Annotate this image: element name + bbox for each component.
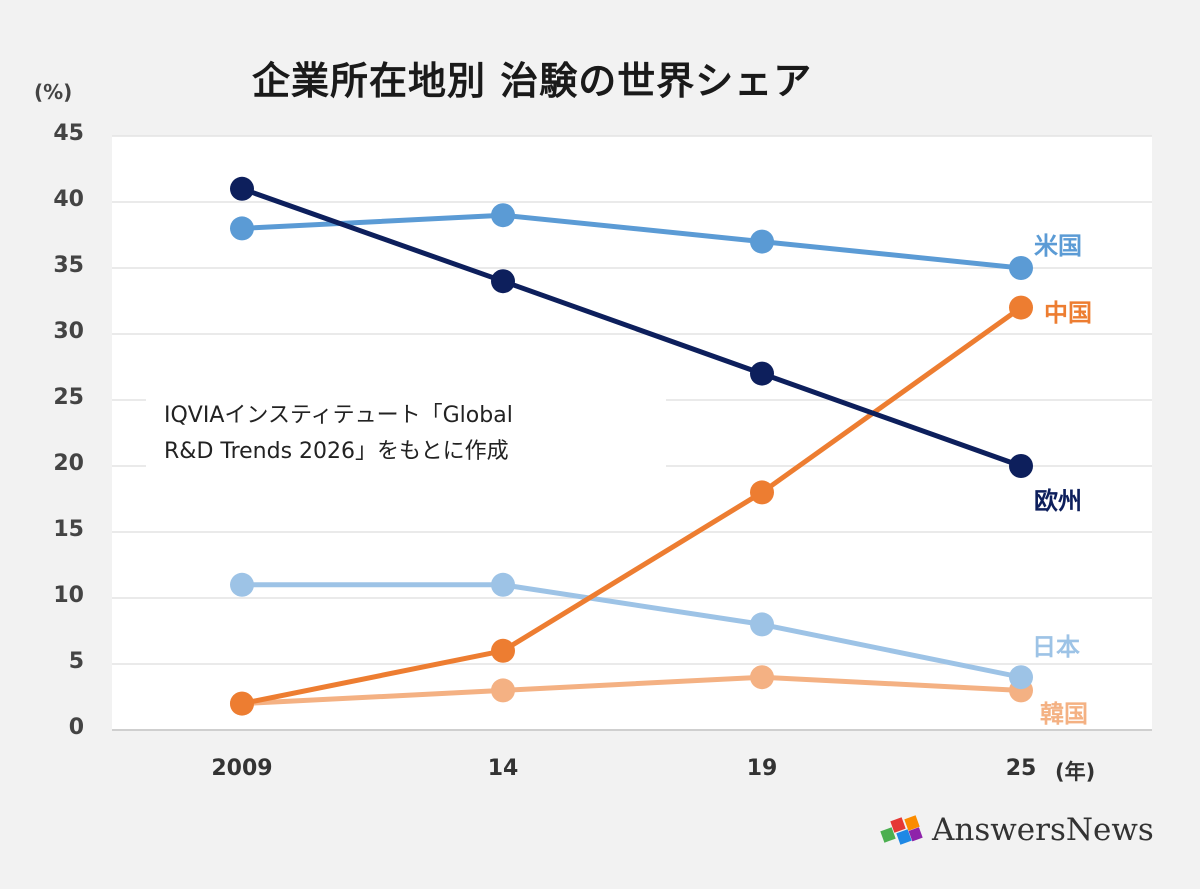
data-point-1-2 <box>750 480 774 505</box>
data-point-1-3 <box>1009 295 1033 320</box>
series-label-2: 欧州 <box>1034 487 1082 515</box>
data-point-0-3 <box>1009 256 1033 280</box>
puzzle-logo-icon <box>880 815 923 845</box>
source-note-line-1: IQVIAインスティテュート「Global <box>164 403 513 428</box>
series-line-0 <box>241 212 1022 271</box>
x-tick-label-14: 14 <box>487 756 519 781</box>
y-tick-label-45: 45 <box>53 121 84 146</box>
series-label-0: 米国 <box>1034 232 1082 260</box>
data-point-4-1 <box>491 678 515 703</box>
y-tick-label-40: 40 <box>53 187 84 212</box>
data-point-2-0 <box>230 176 254 201</box>
chart-title: 企業所在地別 治験の世界シェア <box>252 59 813 103</box>
x-tick-label-19: 19 <box>746 756 778 781</box>
data-point-3-1 <box>491 572 515 597</box>
y-tick-label-10: 10 <box>53 583 84 608</box>
x-axis-unit-label: (年) <box>1055 760 1096 784</box>
x-tick-label-2009: 2009 <box>211 756 273 781</box>
data-point-4-2 <box>750 665 774 690</box>
series-label-1: 中国 <box>1044 299 1092 327</box>
logo-text: AnswersNews <box>932 812 1154 848</box>
y-tick-label-20: 20 <box>53 451 84 476</box>
y-axis-unit-label: (%) <box>34 80 73 104</box>
data-point-2-2 <box>750 361 774 386</box>
series-line-2 <box>241 186 1022 469</box>
y-tick-label-5: 5 <box>68 649 84 674</box>
data-point-2-3 <box>1009 454 1033 478</box>
y-tick-label-35: 35 <box>53 253 84 278</box>
y-tick-label-15: 15 <box>53 517 84 542</box>
data-point-2-1 <box>491 269 515 294</box>
series-label-3: 日本 <box>1032 633 1080 661</box>
answersnews-logo: AnswersNews <box>880 812 1154 848</box>
data-point-0-0 <box>230 216 254 241</box>
series-line-1 <box>241 305 1023 707</box>
source-note: IQVIAインスティテュート「Global R&D Trends 2026」をも… <box>146 388 666 470</box>
y-tick-label-30: 30 <box>53 319 84 344</box>
source-note-line-2: R&D Trends 2026」をもとに作成 <box>164 439 509 464</box>
data-point-3-3 <box>1009 665 1033 690</box>
data-point-1-1 <box>491 638 515 663</box>
data-point-3-2 <box>750 612 774 637</box>
data-point-0-1 <box>491 203 515 228</box>
data-point-1-0 <box>230 691 254 716</box>
y-tick-label-0: 0 <box>68 715 84 740</box>
x-tick-label-25: 25 <box>1005 756 1037 781</box>
series-line-3 <box>242 582 1022 680</box>
data-point-0-2 <box>750 229 774 254</box>
data-point-3-0 <box>230 572 254 597</box>
series-label-4: 韓国 <box>1040 700 1088 728</box>
y-tick-label-25: 25 <box>53 385 84 410</box>
series-line-4 <box>241 674 1022 707</box>
